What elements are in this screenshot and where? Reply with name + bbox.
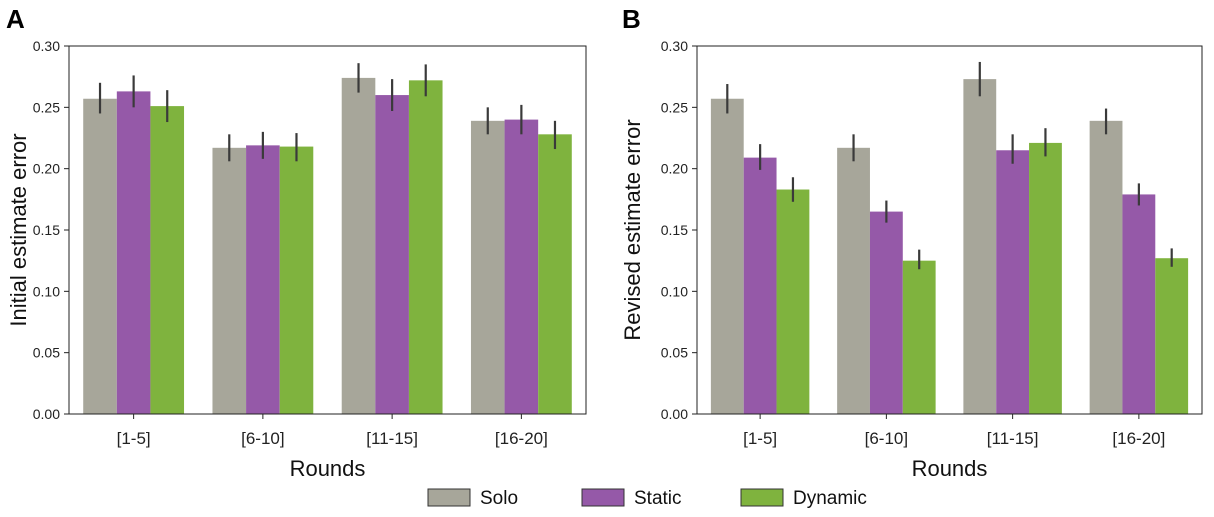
y-tick-label: 0.25: [33, 99, 60, 115]
x-axis-label: Rounds: [290, 456, 366, 481]
bar-solo: [1089, 120, 1123, 415]
plot-frame: [696, 45, 1203, 415]
x-tick-label: [1-5]: [743, 429, 777, 448]
legend-label-solo: Solo: [480, 488, 518, 509]
chart-panel-b: B 0.00 0.05 0.10 0.15 0.20 0.25 0.30 [1-5] [6-10]…: [620, 4, 1203, 481]
bar-solo: [710, 98, 744, 414]
bar-solo: [341, 77, 376, 414]
bar-static: [869, 211, 903, 414]
legend-label-dynamic: Dynamic: [793, 488, 867, 509]
y-tick-label: 0.00: [661, 406, 688, 422]
x-tick-label: [6-10]: [241, 429, 284, 448]
legend-swatch-dynamic: [740, 488, 784, 507]
bar-dynamic: [538, 134, 572, 414]
y-tick-label: 0.00: [33, 406, 60, 422]
bar-dynamic: [408, 80, 443, 414]
bar-solo: [470, 120, 505, 415]
bar-static: [1122, 194, 1156, 414]
x-tick-label: [16-20]: [495, 429, 548, 448]
bar-static: [743, 157, 777, 415]
bar-dynamic: [150, 106, 185, 415]
plot-frame: [68, 45, 587, 415]
panel-letter: A: [6, 4, 25, 34]
y-axis-label: Revised estimate error: [620, 119, 645, 340]
bar-static: [375, 95, 409, 415]
panel-letter: B: [622, 4, 641, 34]
y-tick-label: 0.10: [33, 283, 60, 299]
x-tick-label: [16-20]: [1112, 429, 1165, 448]
bar-solo: [83, 98, 117, 414]
x-tick-label: [11-15]: [366, 429, 418, 448]
y-tick-label: 0.30: [33, 38, 60, 54]
y-tick-label: 0.20: [33, 161, 60, 177]
y-tick-label: 0.20: [661, 161, 688, 177]
legend-swatch-static: [581, 488, 625, 507]
y-tick-label: 0.25: [661, 99, 688, 115]
y-axis-label: Initial estimate error: [6, 133, 31, 326]
y-tick-label: 0.15: [661, 222, 688, 238]
bar-dynamic: [279, 146, 314, 414]
bar-solo: [963, 79, 997, 415]
y-tick-label: 0.15: [33, 222, 60, 238]
x-tick-label: [1-5]: [117, 429, 151, 448]
legend-swatch-solo: [427, 488, 471, 507]
x-axis-label: Rounds: [912, 456, 988, 481]
bar-static: [116, 91, 151, 415]
legend-label-static: Static: [634, 488, 682, 509]
y-tick-label: 0.05: [661, 345, 688, 361]
y-tick-label: 0.30: [661, 38, 688, 54]
bar-dynamic: [776, 189, 810, 414]
bar-dynamic: [1029, 142, 1062, 414]
bar-static: [996, 150, 1030, 414]
x-tick-label: [11-15]: [987, 429, 1039, 448]
x-tick-label: [6-10]: [865, 429, 908, 448]
legend: Solo Static Dynamic: [427, 488, 867, 509]
bar-solo: [837, 147, 870, 414]
bar-solo: [212, 147, 247, 414]
bar-static: [246, 145, 280, 415]
bar-static: [504, 119, 539, 414]
y-tick-label: 0.10: [661, 283, 688, 299]
bar-dynamic: [902, 260, 936, 414]
y-tick-label: 0.05: [33, 345, 60, 361]
chart-panel-a: A 0.00 0.05 0.10 0.15 0.20 0.25 0.30 [1-5] [6-10]…: [6, 4, 587, 481]
bar-dynamic: [1155, 258, 1189, 414]
